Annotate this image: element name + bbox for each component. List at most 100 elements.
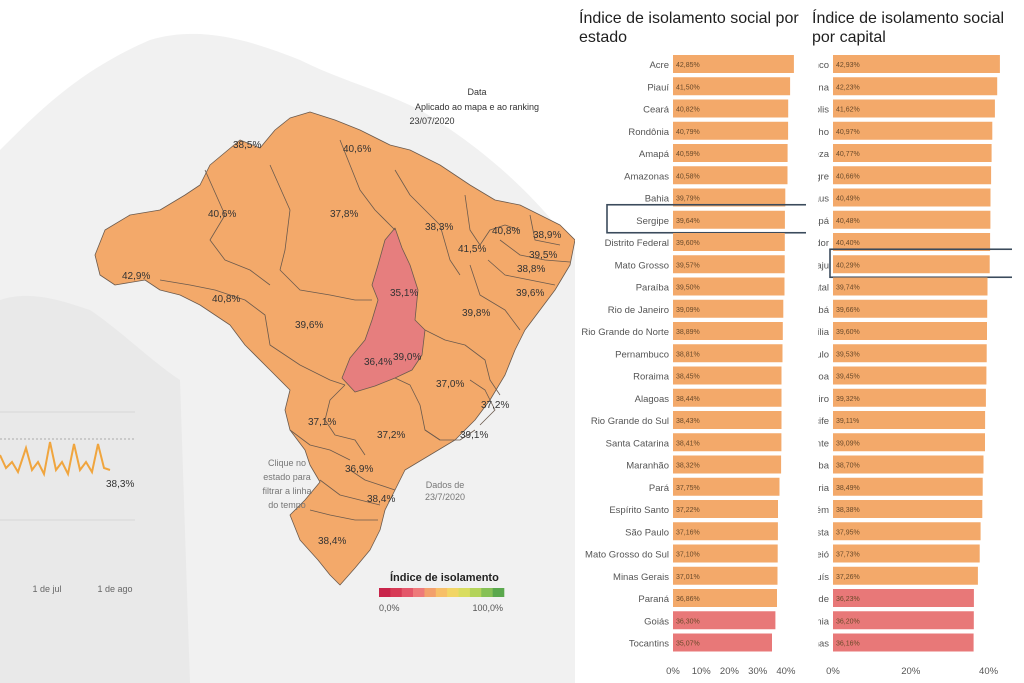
bar[interactable] xyxy=(833,210,991,229)
bar[interactable] xyxy=(833,366,987,385)
bar-value-label: 40,82% xyxy=(676,107,700,114)
bar[interactable] xyxy=(833,411,986,429)
category-label: Macapá xyxy=(818,216,830,227)
bar-value-label: 37,01% xyxy=(676,574,700,581)
bar-value-label: 38,41% xyxy=(676,440,700,447)
bar[interactable] xyxy=(673,299,784,318)
bar-value-label: 37,16% xyxy=(676,529,700,536)
category-label: Maceió xyxy=(818,550,829,561)
x-tick-label: 0% xyxy=(826,666,840,677)
bar[interactable] xyxy=(673,544,778,563)
bar[interactable] xyxy=(673,121,789,140)
chart-title-estado: Índice de isolamento social por estado xyxy=(579,10,799,46)
bar[interactable] xyxy=(833,633,974,652)
category-label: Pará xyxy=(649,483,670,494)
bar-value-label: 38,49% xyxy=(836,485,860,492)
bar[interactable] xyxy=(673,277,785,296)
bar[interactable] xyxy=(673,144,788,162)
state-value-labels: 38,5% 40,6% 40,6% 37,8% 38,3% 40,8% 38,9… xyxy=(122,140,561,547)
bar[interactable] xyxy=(833,77,998,96)
bar-value-label: 36,20% xyxy=(836,618,860,625)
bar-value-label: 39,60% xyxy=(836,329,860,336)
bar[interactable] xyxy=(833,433,985,452)
bar[interactable] xyxy=(673,500,778,518)
bar[interactable] xyxy=(673,344,783,363)
bar[interactable] xyxy=(833,233,991,251)
state-label-maranhao: 38,3% xyxy=(425,222,453,233)
bar[interactable] xyxy=(673,233,785,251)
bar[interactable] xyxy=(673,477,780,496)
category-label: Pernambuco xyxy=(615,349,669,360)
bar[interactable] xyxy=(673,522,778,541)
bar-value-label: 40,77% xyxy=(836,151,860,158)
category-label: São Paulo xyxy=(625,527,669,538)
bar[interactable] xyxy=(833,522,981,541)
bar[interactable] xyxy=(833,188,991,207)
category-label: Goiânia xyxy=(818,616,830,627)
bar[interactable] xyxy=(673,99,789,118)
bar-value-label: 36,23% xyxy=(836,596,860,603)
x-tick-label: 20% xyxy=(720,666,740,677)
bar[interactable] xyxy=(673,255,785,274)
date-note-line: Aplicado ao mapa e ao ranking xyxy=(415,102,539,112)
bar[interactable] xyxy=(833,144,992,162)
legend-gradient xyxy=(379,588,505,597)
bar[interactable] xyxy=(673,77,791,96)
legend-swatch xyxy=(458,588,471,597)
brazil-map-panel: 38,3% 1 de jul 1 de ago xyxy=(0,33,575,683)
timeline-chart[interactable]: 38,3% 1 de jul 1 de ago xyxy=(0,411,135,594)
category-label: Porto Velho xyxy=(818,127,829,138)
bar[interactable] xyxy=(833,299,988,318)
estado-bar-chart[interactable]: Acre 42,85% Piauí 41,50% Ceará 40,82% Rondônia… xyxy=(574,52,806,677)
bar[interactable] xyxy=(673,589,777,607)
bar-value-label: 37,26% xyxy=(836,574,860,581)
category-label: Manaus xyxy=(818,194,829,205)
bar[interactable] xyxy=(673,455,782,474)
bar[interactable] xyxy=(833,611,974,630)
category-label: Belém xyxy=(818,505,829,516)
bar[interactable] xyxy=(833,500,983,518)
category-label: Paraíba xyxy=(636,283,670,294)
bar[interactable] xyxy=(673,55,794,73)
bar[interactable] xyxy=(673,633,772,652)
bar[interactable] xyxy=(833,55,1000,73)
state-tocantins[interactable] xyxy=(341,227,426,393)
bar[interactable] xyxy=(673,411,782,429)
state-label-minas-gerais: 37,0% xyxy=(436,379,464,390)
bar[interactable] xyxy=(833,322,987,340)
brazil-map[interactable] xyxy=(94,111,575,586)
category-label: Salvador xyxy=(818,238,829,249)
bar[interactable] xyxy=(833,121,993,140)
bar[interactable] xyxy=(833,544,980,563)
category-label: Rio Grande do Sul xyxy=(591,416,669,427)
state-label-parana: 36,9% xyxy=(345,464,373,475)
bar[interactable] xyxy=(833,255,990,274)
bar[interactable] xyxy=(673,188,786,207)
bar[interactable] xyxy=(833,589,974,607)
bar[interactable] xyxy=(673,566,778,585)
category-label: Boa Vista xyxy=(818,527,830,538)
x-tick-label: 0% xyxy=(666,666,680,677)
brazil-outline[interactable] xyxy=(94,111,575,586)
bar[interactable] xyxy=(673,611,776,630)
bar[interactable] xyxy=(673,166,788,185)
bar[interactable] xyxy=(833,99,995,118)
category-label: Amazonas xyxy=(624,171,669,182)
bar[interactable] xyxy=(833,166,992,185)
bar[interactable] xyxy=(833,344,987,363)
bar[interactable] xyxy=(673,210,785,229)
capital-bar-chart[interactable]: Rio Branco 42,93% Teresina 42,23% Florianópo… xyxy=(818,52,1012,677)
bar[interactable] xyxy=(833,277,988,296)
category-label: Acre xyxy=(649,60,669,71)
category-label: Rio Branco xyxy=(818,60,829,71)
bar[interactable] xyxy=(833,388,986,407)
bar[interactable] xyxy=(673,433,782,452)
bar[interactable] xyxy=(833,455,984,474)
bar-value-label: 40,48% xyxy=(836,218,860,225)
bar[interactable] xyxy=(673,366,782,385)
bar[interactable] xyxy=(833,566,978,585)
bar-value-label: 42,93% xyxy=(836,62,860,69)
bar[interactable] xyxy=(673,388,782,407)
bar[interactable] xyxy=(833,477,983,496)
bar[interactable] xyxy=(673,322,783,340)
